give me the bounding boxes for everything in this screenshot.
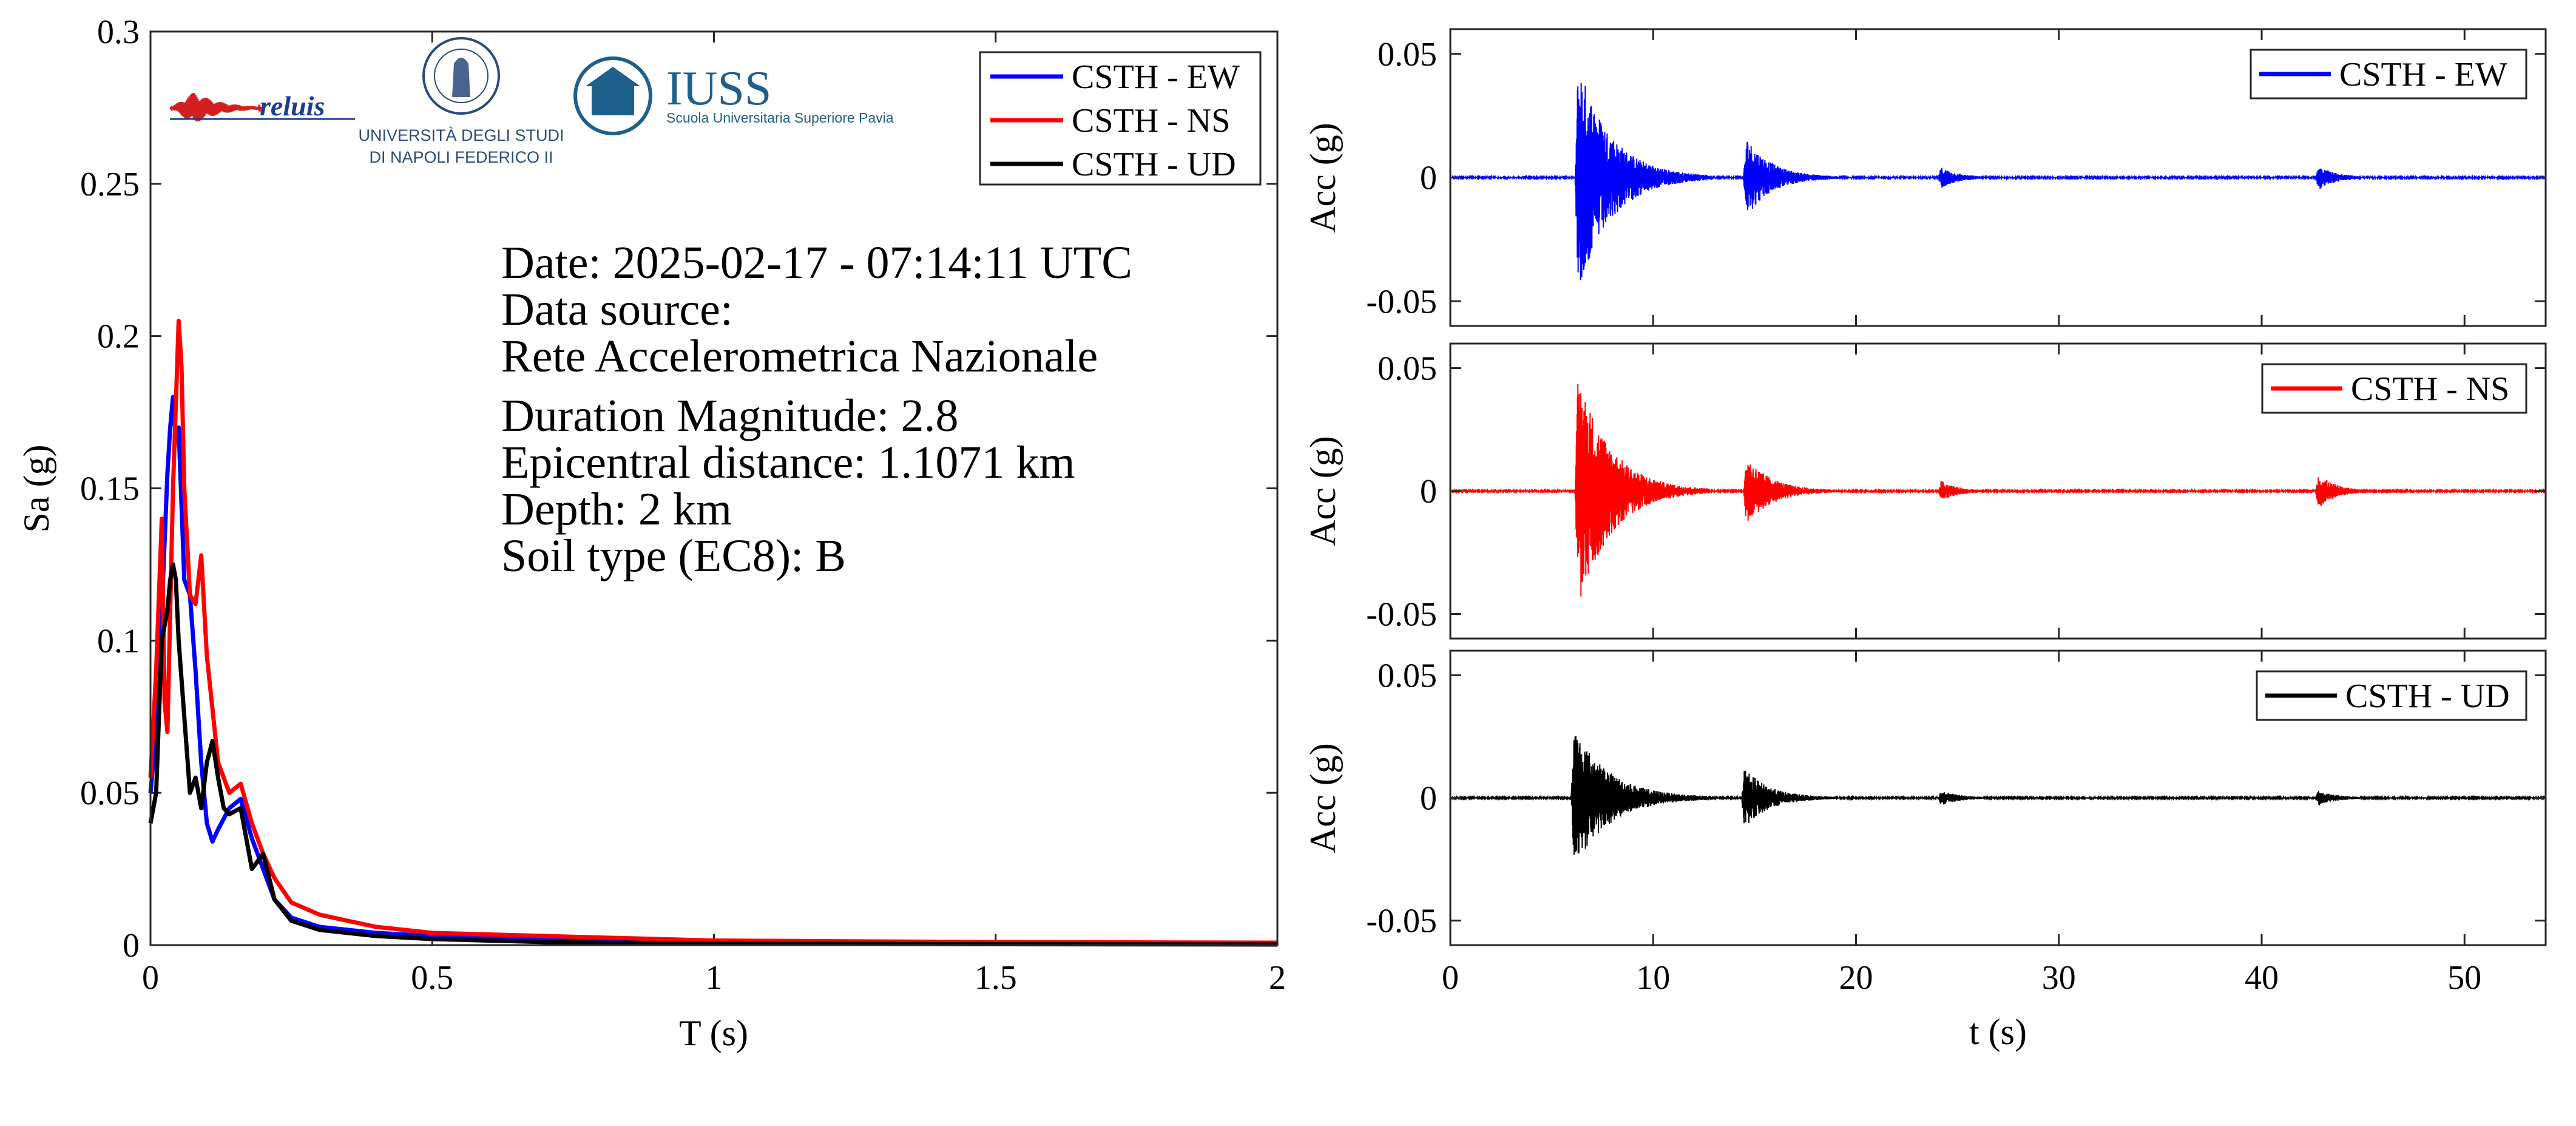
spectrum-x-tick-label: 1: [706, 959, 723, 997]
acc-legend-label: CSTH - UD: [2345, 677, 2510, 715]
epicentral-distance: Epicentral distance: 1.1071 km: [501, 437, 1075, 488]
acc-x-tick-label: 0: [1442, 959, 1459, 997]
acc-panel-ns: -0.05 0 0.05 Acc (g) CSTH - NS: [1303, 342, 2547, 640]
iuss-emblem-building: [592, 85, 634, 115]
spectrum-x-tick-label: 2: [1269, 959, 1286, 997]
acc-waveform-ud: [1450, 736, 2546, 855]
soil-type: Soil type (EC8): B: [501, 531, 846, 582]
spectrum-x-tick-label: 0: [142, 959, 159, 997]
spectrum-y-tick-label: 0.3: [97, 13, 140, 51]
spectrum-series-ud: [148, 562, 1278, 947]
unina-seal-figure: [452, 58, 470, 97]
reluis-wave-graphic: [169, 93, 262, 122]
acc-y-tick-label: -0.05: [1366, 283, 1437, 321]
spectrum-series-ew: [148, 395, 1278, 946]
spectrum-x-tick-label: 0.5: [411, 959, 453, 997]
acc-axes-box: [1449, 342, 2547, 640]
event-date: Date: 2025-02-17 - 07:14:11 UTC: [501, 237, 1132, 288]
spectrum-y-tick-label: 0.2: [97, 318, 140, 356]
acc-legend-label: CSTH - NS: [2351, 370, 2509, 408]
acc-y-axis-label: Acc (g): [1303, 436, 1343, 546]
acc-x-tick-label: 10: [1636, 959, 1670, 997]
iuss-logo-subtitle: Scuola Universitaria Superiore Pavia: [666, 110, 894, 126]
acc-y-tick-label: 0: [1420, 160, 1437, 197]
spectrum-x-axis-label: T (s): [679, 1013, 748, 1053]
acc-y-axis-label: Acc (g): [1303, 123, 1343, 233]
reluis-logo-text: reluis: [260, 90, 325, 121]
spectrum-legend: CSTH - EW CSTH - NS CSTH - UD: [979, 51, 1262, 186]
duration-magnitude: Duration Magnitude: 2.8: [501, 390, 959, 441]
acc-axes-box: [1449, 649, 2547, 946]
unina-logo-line2: DI NAPOLI FEDERICO II: [369, 148, 553, 166]
unina-seal-inner: [434, 49, 488, 103]
acc-axes-box: [1449, 28, 2547, 327]
unina-logo-line1: UNIVERSITÀ DEGLI STUDI: [358, 126, 564, 144]
spectrum-y-axis-label: Sa (g): [16, 445, 56, 533]
acc-x-tick-label: 50: [2447, 959, 2481, 997]
spectrum-series-ns: [148, 319, 1278, 945]
iuss-logo: IUSS Scuola Universitaria Superiore Pavi…: [573, 56, 894, 135]
spectrum-axes-box: [149, 30, 1279, 946]
acc-y-tick-label: 0.05: [1378, 350, 1437, 388]
spectrum-y-tick-label: 0.05: [80, 775, 140, 812]
spectrum-legend-label: CSTH - UD: [1072, 146, 1236, 183]
spectrum-series-lines: [148, 319, 1278, 947]
acc-legend-ew: CSTH - EW: [2250, 49, 2527, 100]
reluis-logo: reluis: [169, 90, 355, 122]
event-info: Date: 2025-02-17 - 07:14:11 UTC Data sou…: [501, 237, 1132, 582]
data-source-label: Data source:: [501, 284, 733, 335]
acc-y-tick-label: -0.05: [1366, 903, 1437, 940]
iuss-logo-name: IUSS: [666, 62, 771, 115]
acc-waveform-ew: [1450, 83, 2546, 280]
acc-x-axis-label: t (s): [1969, 1012, 2027, 1052]
acc-y-tick-label: 0: [1420, 780, 1437, 818]
acc-legend-ns: CSTH - NS: [2261, 363, 2527, 414]
iuss-emblem: [573, 56, 652, 135]
depth: Depth: 2 km: [501, 484, 732, 535]
spectrum-y-tick-label: 0: [123, 927, 140, 965]
acc-legend-box: [2261, 363, 2527, 414]
acc-legend-label: CSTH - EW: [2339, 56, 2507, 93]
spectrum-y-tick-label: 0.25: [80, 166, 140, 203]
response-spectrum-chart: 0 0.5 1 1.5 2 0 0.05 0.1 0.15 0.2 0.25 0.3 T (s) Sa…: [16, 13, 1286, 1053]
spectrum-x-tick-label: 1.5: [975, 959, 1017, 997]
acc-x-tick-label: 20: [1839, 959, 1873, 997]
acc-x-tick-label: 40: [2245, 959, 2279, 997]
spectrum-legend-label: CSTH - EW: [1072, 58, 1240, 96]
acc-y-tick-label: 0.05: [1378, 657, 1437, 694]
acc-x-tick-label: 30: [2042, 959, 2076, 997]
data-source-name: Rete Accelerometrica Nazionale: [501, 331, 1098, 382]
unina-seal: [422, 37, 500, 115]
acc-legend-ud: CSTH - UD: [2256, 670, 2527, 721]
acc-y-axis-label: Acc (g): [1303, 743, 1343, 853]
spectrum-y-tick-label: 0.15: [80, 470, 140, 508]
acc-y-tick-label: 0.05: [1378, 36, 1437, 73]
unina-logo: UNIVERSITÀ DEGLI STUDI DI NAPOLI FEDERIC…: [358, 37, 564, 166]
acc-y-tick-label: 0: [1420, 473, 1437, 510]
acc-waveform-ns: [1450, 384, 2546, 597]
spectrum-legend-label: CSTH - NS: [1072, 102, 1230, 140]
spectrum-y-tick-label: 0.1: [97, 622, 140, 660]
acc-y-tick-label: -0.05: [1366, 596, 1437, 634]
acc-panel-ew: -0.05 0 0.05 Acc (g) CSTH - EW: [1303, 28, 2547, 327]
spectrum-tick-labels: 0 0.5 1 1.5 2 0 0.05 0.1 0.15 0.2 0.25 0.3: [80, 13, 1286, 997]
iuss-emblem-roof: [586, 67, 640, 86]
